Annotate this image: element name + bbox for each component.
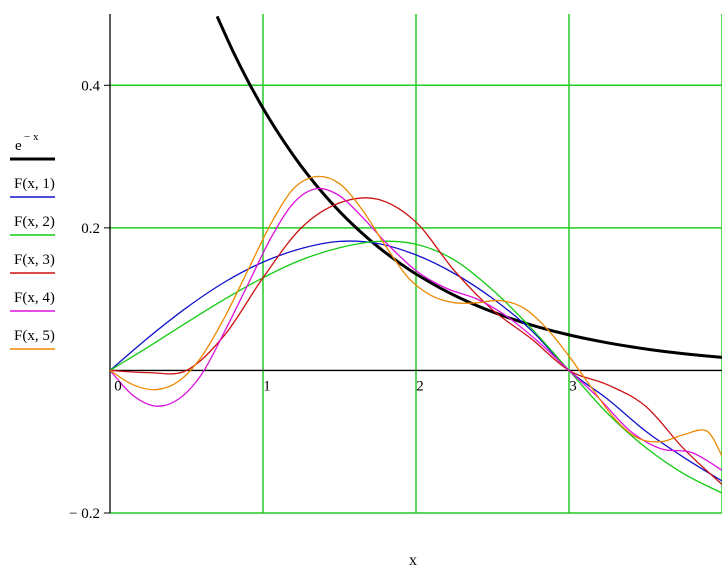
legend-label-3: F(x, 3) [14, 252, 55, 268]
series-lines [110, 15, 722, 494]
y-tick-label-0: − 0.2 [69, 506, 100, 522]
x-tick-label-2: 2 [416, 378, 424, 394]
legend: e− x F(x, 1) F(x, 2) F(x, 3) F(x, 4) F(x, 5) [10, 131, 55, 350]
legend-label-1: F(x, 1) [14, 176, 55, 192]
x-tick-label-3: 3 [569, 378, 577, 394]
legend-label-2: F(x, 2) [14, 214, 55, 230]
legend-label-5: F(x, 5) [14, 328, 55, 344]
series-line-0 [215, 15, 722, 359]
series-line-5 [110, 175, 722, 457]
legend-label-4: F(x, 4) [14, 290, 55, 306]
x-tick-label-0: 0 [114, 378, 122, 394]
axes [104, 14, 722, 514]
x-axis-label: x [409, 552, 417, 569]
legend-label-0: e [15, 138, 22, 154]
series-line-2 [110, 240, 722, 494]
tick-labels: 01234− 0.20.20.4 [69, 78, 577, 522]
y-tick-label-1: 0.2 [81, 221, 100, 237]
series-line-1 [110, 240, 722, 482]
y-tick-label-2: 0.4 [81, 78, 100, 94]
x-tick-label-1: 1 [263, 378, 271, 394]
legend-label-sup-0: − x [24, 131, 39, 143]
grid [110, 14, 722, 514]
series-line-3 [110, 197, 722, 485]
